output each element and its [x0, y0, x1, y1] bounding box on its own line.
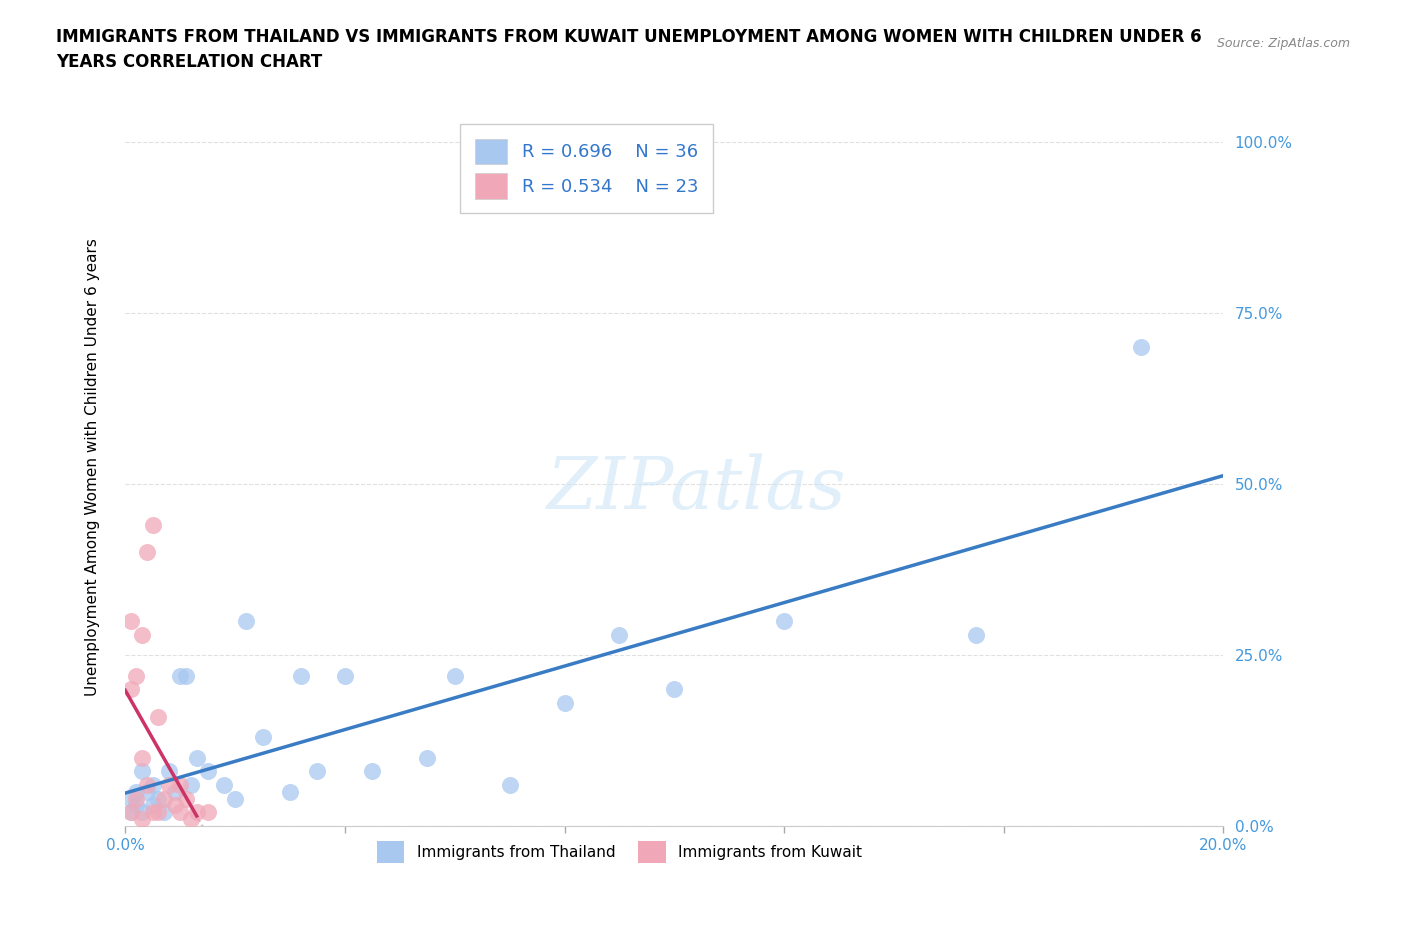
Point: [136, 777, 159, 792]
Point: [169, 777, 191, 792]
Point: [131, 751, 153, 765]
Point: [174, 668, 197, 683]
Text: ZIPatlas: ZIPatlas: [547, 453, 846, 524]
Point: [152, 791, 174, 806]
Point: [142, 798, 165, 813]
Point: [142, 804, 165, 819]
Point: [163, 798, 186, 813]
Point: [131, 764, 153, 778]
Point: [136, 545, 159, 560]
Point: [120, 791, 142, 806]
Point: [1130, 339, 1153, 354]
Point: [148, 791, 170, 806]
Point: [186, 804, 208, 819]
Point: [197, 764, 219, 778]
Point: [125, 798, 148, 813]
Text: Source: ZipAtlas.com: Source: ZipAtlas.com: [1216, 37, 1350, 50]
Point: [197, 804, 219, 819]
Point: [142, 518, 165, 533]
Point: [180, 777, 202, 792]
Point: [169, 668, 191, 683]
Point: [169, 804, 191, 819]
Point: [186, 751, 208, 765]
Point: [120, 682, 142, 697]
Point: [773, 614, 796, 629]
Point: [136, 784, 159, 799]
Point: [554, 696, 576, 711]
Legend: Immigrants from Thailand, Immigrants from Kuwait: Immigrants from Thailand, Immigrants fro…: [371, 835, 868, 869]
Point: [307, 764, 329, 778]
Point: [965, 627, 987, 642]
Point: [163, 784, 186, 799]
Point: [125, 791, 148, 806]
Point: [361, 764, 384, 778]
Point: [125, 784, 148, 799]
Point: [416, 751, 439, 765]
Point: [120, 614, 142, 629]
Point: [235, 614, 257, 629]
Point: [157, 764, 180, 778]
Point: [252, 730, 274, 745]
Point: [131, 804, 153, 819]
Point: [120, 804, 142, 819]
Point: [180, 812, 202, 827]
Point: [278, 784, 301, 799]
Point: [224, 791, 246, 806]
Point: [157, 777, 180, 792]
Point: [142, 777, 165, 792]
Point: [125, 668, 148, 683]
Point: [148, 804, 170, 819]
Point: [148, 710, 170, 724]
Point: [498, 777, 520, 792]
Point: [212, 777, 235, 792]
Point: [609, 627, 631, 642]
Point: [333, 668, 356, 683]
Point: [131, 812, 153, 827]
Point: [120, 804, 142, 819]
Point: [290, 668, 312, 683]
Point: [174, 791, 197, 806]
Point: [664, 682, 686, 697]
Point: [152, 804, 174, 819]
Point: [443, 668, 465, 683]
Text: IMMIGRANTS FROM THAILAND VS IMMIGRANTS FROM KUWAIT UNEMPLOYMENT AMONG WOMEN WITH: IMMIGRANTS FROM THAILAND VS IMMIGRANTS F…: [56, 28, 1202, 71]
Point: [131, 627, 153, 642]
Y-axis label: Unemployment Among Women with Children Under 6 years: Unemployment Among Women with Children U…: [86, 238, 100, 696]
